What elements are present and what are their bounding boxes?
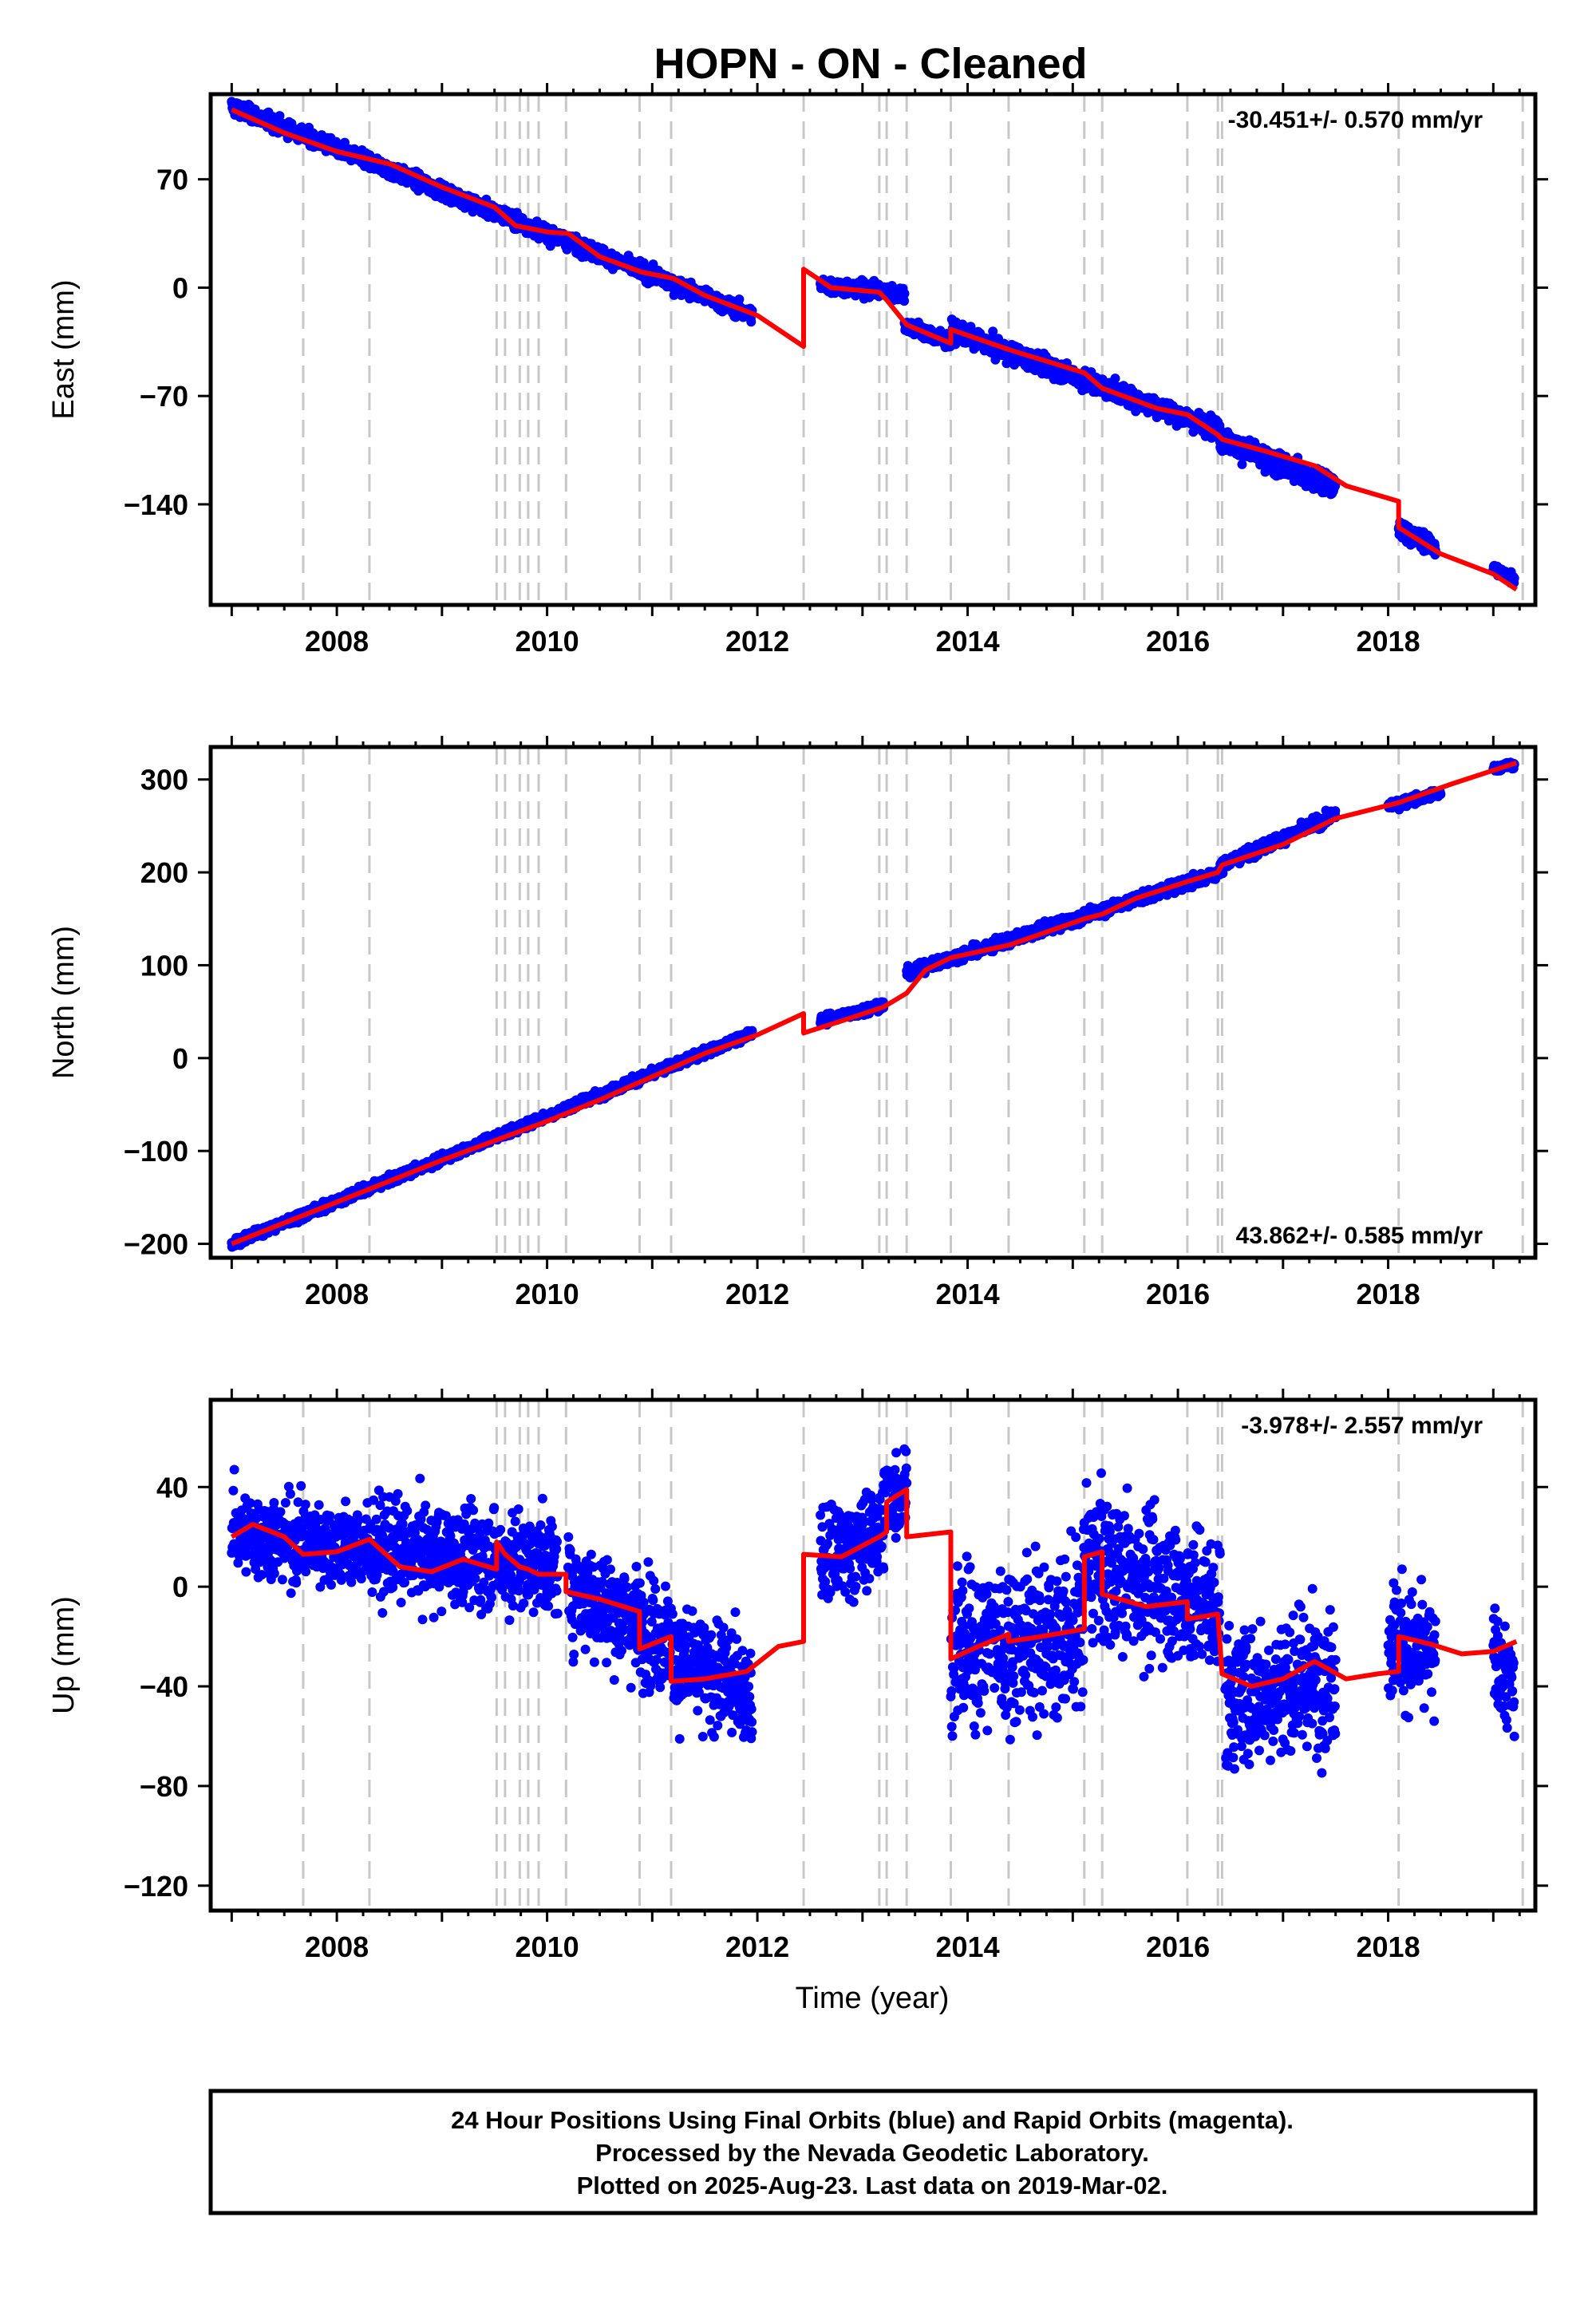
east-data-point-2547 — [1110, 373, 1120, 384]
panels: 2008 2010 2012 2014 2016 2018 70 0 −70 −140 East (… — [47, 83, 1548, 1963]
east-data-point-3416 — [1509, 573, 1519, 583]
east-offset-lines — [302, 94, 1524, 605]
east-xtick-label-2: 2012 — [725, 625, 789, 658]
east-ytick-label-2: −70 — [140, 380, 188, 413]
figure-title: HOPN - ON - Cleaned — [654, 40, 1087, 88]
north-offset-lines — [302, 747, 1524, 1258]
east-xtick-label-5: 2018 — [1357, 625, 1420, 658]
east-data-point-1585 — [734, 294, 745, 304]
east-ytick-label-3: −140 — [124, 488, 188, 521]
east-data-point-1888 — [899, 288, 910, 298]
east-data-point-1887 — [899, 296, 910, 306]
east-x-ticks — [230, 83, 1521, 616]
east-xtick-label-0: 2008 — [305, 625, 369, 658]
east-data-point-1622 — [746, 317, 757, 327]
east-panel: 2008 2010 2012 2014 2016 2018 70 0 −70 −140 East (… — [47, 83, 1548, 658]
east-y-ticks — [198, 178, 1548, 506]
east-xtick-label-4: 2016 — [1146, 625, 1210, 658]
east-ytick-label-1: 0 — [172, 271, 188, 304]
east-data-point-2165 — [988, 326, 998, 337]
east-xtick-label-3: 2014 — [936, 625, 1000, 658]
east-data-point-2944 — [1237, 459, 1247, 469]
east-ytick-label-0: 70 — [156, 164, 188, 196]
north-panel: 2008 2010 2012 2014 2016 20183002001000−100−2… — [47, 736, 1548, 1310]
east-rate-text: -30.451+/- 0.570 mm/yr — [1228, 107, 1483, 133]
east-model-line — [231, 107, 1518, 592]
east-frame — [208, 92, 1538, 607]
east-y-axis-label: East (mm) — [47, 279, 81, 419]
east-xtick-label-1: 2010 — [516, 625, 579, 658]
